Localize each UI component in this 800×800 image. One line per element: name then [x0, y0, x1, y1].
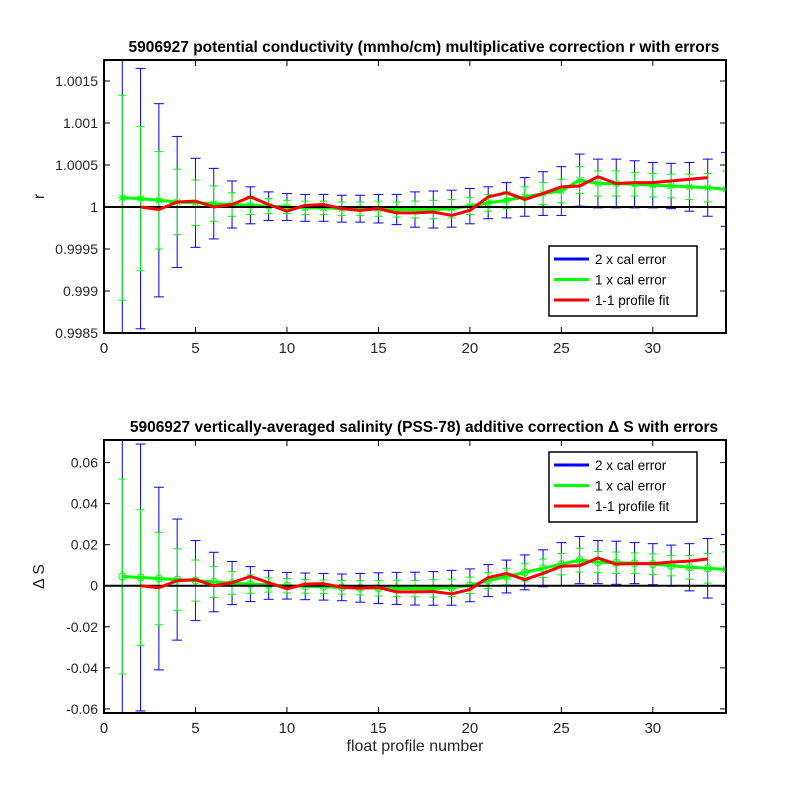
data-point — [685, 563, 694, 572]
x-tick-label: 20 — [462, 340, 479, 357]
data-point — [630, 180, 639, 189]
data-point — [429, 205, 438, 214]
data-point — [520, 192, 529, 201]
data-point — [136, 194, 145, 203]
x-axis-label: float profile number — [347, 738, 485, 755]
legend-label: 1 x cal error — [595, 479, 667, 494]
y-tick-label: 0.06 — [71, 455, 98, 471]
chart-2: 0 5 10 15 20 25 30 -0.06 -0.04 -0.02 0 0.02 0.04 0.06… — [31, 419, 727, 755]
legend-item: 2 x cal error — [554, 458, 667, 473]
data-point — [392, 205, 401, 214]
legend-label: 2 x cal error — [595, 252, 667, 267]
legend-label: 1-1 profile fit — [595, 293, 670, 308]
data-point — [667, 182, 676, 190]
legend: 2 x cal error 1 x cal error 1-1 profile fi… — [548, 451, 698, 523]
data-point — [246, 580, 255, 589]
legend-item: 1-1 profile fit — [554, 499, 670, 514]
errorbar — [721, 151, 726, 227]
axes-box — [103, 439, 727, 714]
legend-item: 1 x cal error — [554, 273, 667, 288]
y-tick-label: 1 — [90, 199, 98, 215]
y-tick-label: -0.04 — [66, 660, 98, 676]
data-point — [191, 198, 200, 207]
data-point — [447, 583, 456, 592]
x-tick-label: 0 — [100, 720, 108, 737]
data-point — [154, 196, 163, 205]
x-tick-label: 30 — [644, 340, 661, 357]
x-tick-label: 15 — [370, 720, 387, 737]
data-point — [118, 193, 127, 202]
data-point — [575, 556, 584, 565]
data-point — [722, 565, 726, 574]
data-point — [209, 199, 218, 208]
data-point — [246, 201, 255, 210]
y-tick-label: 1.001 — [63, 115, 98, 131]
x-tick-label: 10 — [279, 720, 296, 737]
data-point — [685, 182, 694, 191]
series-profile-fit-line — [140, 556, 708, 596]
data-layer — [104, 60, 726, 333]
x-tick-label: 15 — [370, 340, 387, 357]
x-tick-label: 20 — [462, 720, 479, 737]
data-point — [703, 183, 712, 192]
x-tick-label: 25 — [553, 340, 570, 357]
legend-label: 1 x cal error — [595, 273, 667, 288]
data-point — [502, 196, 511, 205]
y-tick-label: 1.0015 — [55, 73, 98, 89]
data-point — [484, 198, 493, 207]
data-point — [703, 564, 712, 573]
y-tick-label: 0.9995 — [55, 241, 98, 257]
x-tick-label: 5 — [191, 720, 199, 737]
data-point — [557, 187, 566, 196]
chart-title: 5906927 potential conductivity (mmho/cm)… — [129, 39, 720, 56]
data-point — [136, 573, 145, 582]
legend-label: 1-1 profile fit — [595, 499, 670, 514]
y-axis-label: r — [31, 193, 48, 199]
data-point — [520, 568, 529, 577]
errorbar — [722, 551, 726, 588]
data-point — [154, 574, 163, 583]
x-tick-label: 0 — [100, 340, 108, 357]
legend: 2 x cal error 1 x cal error 1-1 profile fi… — [548, 245, 698, 317]
x-tick-label: 25 — [553, 720, 570, 737]
data-point — [356, 204, 365, 213]
legend-item: 2 x cal error — [554, 252, 667, 267]
errorbar — [721, 533, 726, 605]
y-tick-label: 0.9985 — [55, 325, 98, 341]
data-point — [575, 176, 584, 185]
y-tick-label: 0.999 — [63, 283, 98, 299]
x-tick-label: 5 — [191, 340, 199, 357]
axes-box — [103, 59, 727, 334]
data-point — [648, 181, 657, 190]
y-tick-label: -0.02 — [66, 619, 98, 635]
data-point — [411, 205, 419, 214]
y-tick-label: 1.0005 — [55, 157, 98, 173]
x-tick-label: 10 — [279, 340, 296, 357]
data-point — [118, 572, 127, 581]
data-point — [539, 564, 548, 573]
y-tick-label: -0.06 — [66, 701, 98, 717]
data-point — [447, 204, 456, 213]
x-tick-label: 30 — [644, 720, 661, 737]
y-tick-label: 0 — [90, 578, 98, 594]
series-profile-fit-line — [140, 175, 708, 217]
chart-title: 5906927 vertically-averaged salinity (PS… — [130, 419, 718, 436]
chart-1: 0 5 10 15 20 25 30 0.9985 0.999 0.9995 1 1.0005 1.00… — [31, 39, 727, 357]
data-layer — [104, 440, 726, 713]
y-tick-label: 0.02 — [71, 537, 98, 553]
y-tick-label: 0.04 — [71, 496, 98, 512]
y-axis-label: Δ S — [31, 564, 48, 589]
data-point — [593, 179, 602, 188]
legend-item: 1 x cal error — [554, 479, 667, 494]
legend-item: 1-1 profile fit — [554, 293, 670, 308]
legend-label: 2 x cal error — [595, 458, 667, 473]
